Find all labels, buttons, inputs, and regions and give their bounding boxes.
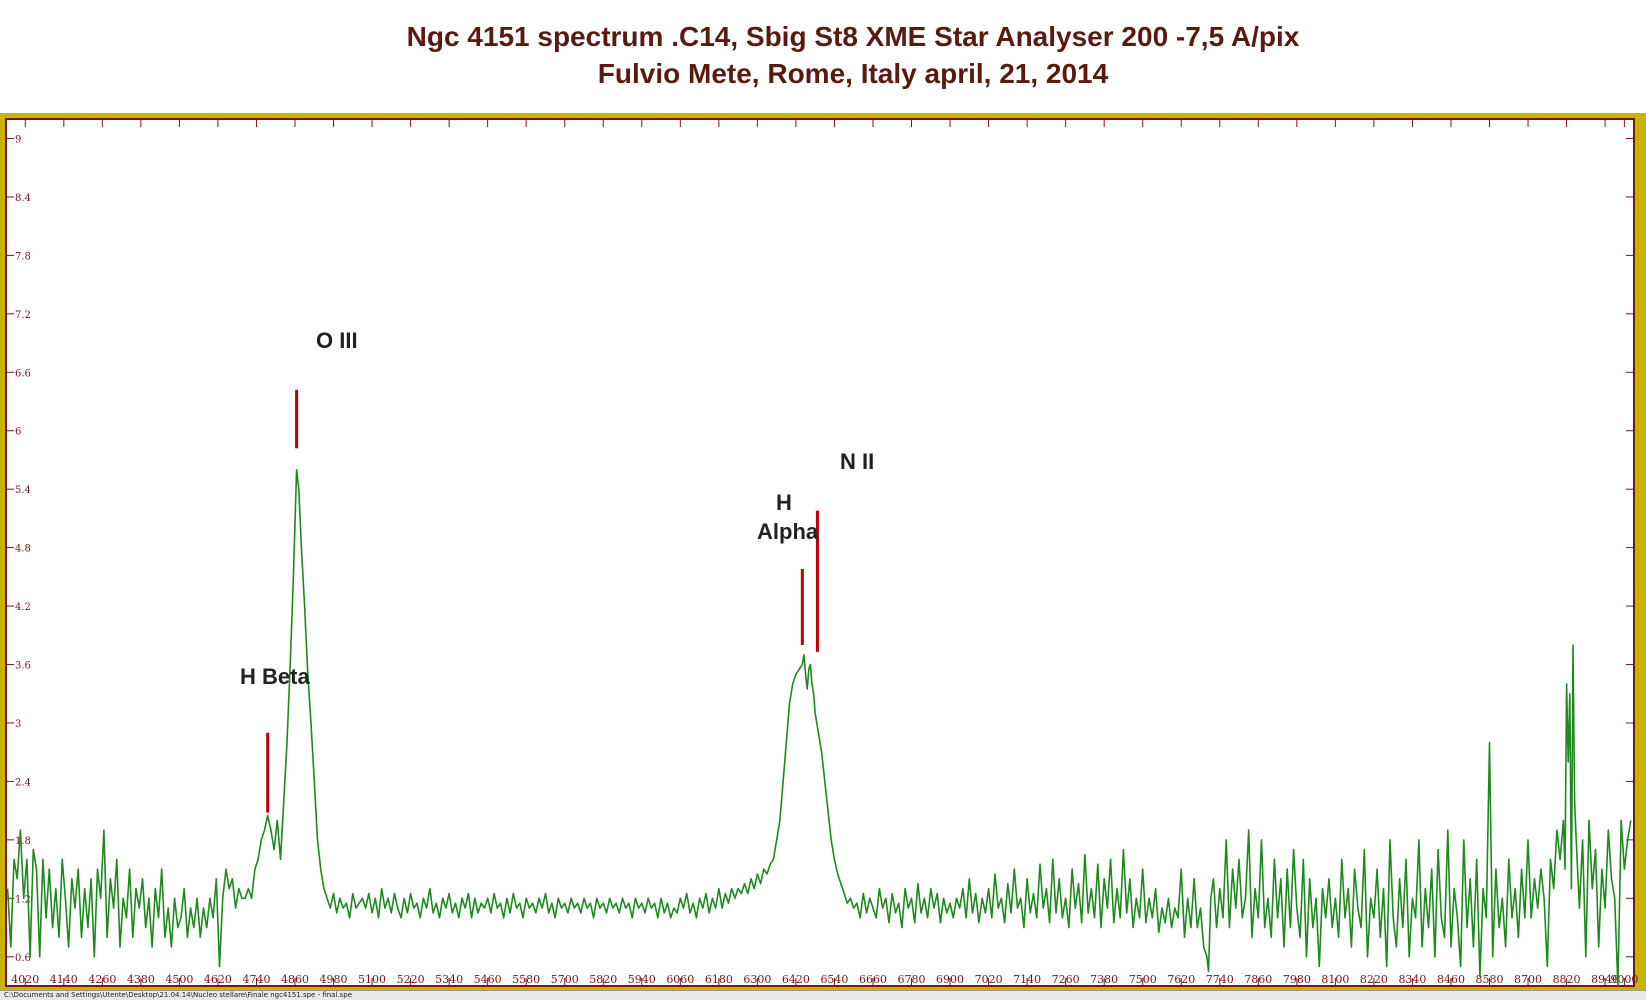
x-tick-label: 4260 [88, 973, 116, 986]
x-tick-label: 7500 [1129, 973, 1157, 986]
spectrum-line [6, 468, 1632, 987]
y-tick-label: 0.6 [15, 953, 31, 964]
annotation-h-beta: H Beta [240, 664, 310, 689]
x-tick-label: 6420 [782, 973, 810, 986]
x-tick-label: 7740 [1206, 973, 1234, 986]
x-tick-label: 4860 [281, 973, 309, 986]
y-tick-label: 5.4 [15, 485, 31, 496]
x-tick-label: 4980 [320, 973, 348, 986]
annotation-n-ii: N II [840, 449, 874, 474]
y-tick-label: 3 [15, 719, 21, 730]
status-bar: C:\Documents and Settings\Utente\Desktop… [0, 990, 1646, 1000]
y-tick-label: 8.4 [15, 193, 31, 204]
plot-frame: 4020 4140 4260 4380 4500 4620 4740 4860 4980 5100… [0, 113, 1646, 990]
x-tick-label: 4620 [204, 973, 232, 986]
x-tick-label: 7980 [1283, 973, 1311, 986]
chart-title: Ngc 4151 spectrum .C14, Sbig St8 XME Sta… [406, 21, 1300, 52]
status-bar-path: C:\Documents and Settings\Utente\Desktop… [4, 991, 353, 999]
x-tick-label: 8700 [1514, 973, 1542, 986]
x-tick-label: 7140 [1013, 973, 1041, 986]
x-tick-label: 8460 [1437, 973, 1465, 986]
chart-subtitle: Fulvio Mete, Rome, Italy april, 21, 2014 [597, 58, 1109, 89]
x-tick-label: 5460 [474, 973, 502, 986]
x-tick-label: 7260 [1052, 973, 1080, 986]
y-tick-label: 3.6 [15, 661, 31, 672]
y-tick-label: 6.6 [15, 368, 31, 379]
x-tick-label: 6900 [936, 973, 964, 986]
x-tick-label: 7380 [1090, 973, 1118, 986]
x-tick-label: 4500 [165, 973, 193, 986]
x-tick-label: 7020 [975, 973, 1003, 986]
annotation-alpha: Alpha [757, 519, 819, 544]
plot-area [6, 119, 1634, 986]
y-tick-label: 9 [15, 134, 21, 145]
x-tick-label: 5940 [628, 973, 656, 986]
x-tick-label: 5340 [435, 973, 463, 986]
x-tick-label: 8220 [1360, 973, 1388, 986]
x-tick-label: 6660 [859, 973, 887, 986]
x-tick-label: 9000 [1610, 973, 1638, 986]
y-tick-label: 4.8 [15, 544, 31, 555]
plot-border [5, 118, 1635, 987]
x-tick-label: 5700 [551, 973, 579, 986]
y-tick-label: 1.2 [15, 894, 31, 905]
x-tick-label: 7620 [1167, 973, 1195, 986]
x-tick-label: 4380 [127, 973, 155, 986]
x-tick-label: 8580 [1476, 973, 1504, 986]
x-tick-label: 6780 [898, 973, 926, 986]
x-tick-label: 6060 [666, 973, 694, 986]
x-tick-label: 4020 [11, 973, 39, 986]
x-tick-label: 5580 [512, 973, 540, 986]
x-tick-label: 7860 [1244, 973, 1272, 986]
x-tick-label: 5100 [358, 973, 386, 986]
x-tick-label: 8100 [1321, 973, 1349, 986]
chart-title-block: Ngc 4151 spectrum .C14, Sbig St8 XME Sta… [0, 18, 1646, 92]
y-tick-label: 2.4 [15, 777, 31, 788]
x-tick-label: 8820 [1553, 973, 1581, 986]
x-tick-label: 5820 [589, 973, 617, 986]
annotation-o-iii: O III [316, 328, 358, 353]
x-tick-label: 6540 [820, 973, 848, 986]
x-tick-label: 5220 [397, 973, 425, 986]
spectrum-chart: 4020 4140 4260 4380 4500 4620 4740 4860 4980 5100… [5, 118, 1638, 987]
y-tick-label: 7.2 [15, 310, 31, 321]
x-tick-label: 6180 [705, 973, 733, 986]
x-tick-label: 6300 [743, 973, 771, 986]
annotation-h: H [776, 490, 792, 515]
y-tick-label: 6 [15, 427, 21, 438]
x-tick-label: 4140 [50, 973, 78, 986]
x-tick-label: 8340 [1398, 973, 1426, 986]
y-tick-label: 7.8 [15, 251, 31, 262]
y-tick-label: 1.8 [15, 836, 31, 847]
y-tick-label: 4.2 [15, 602, 31, 613]
x-tick-label: 4740 [242, 973, 270, 986]
x-tick-label: 8940 [1591, 973, 1619, 986]
